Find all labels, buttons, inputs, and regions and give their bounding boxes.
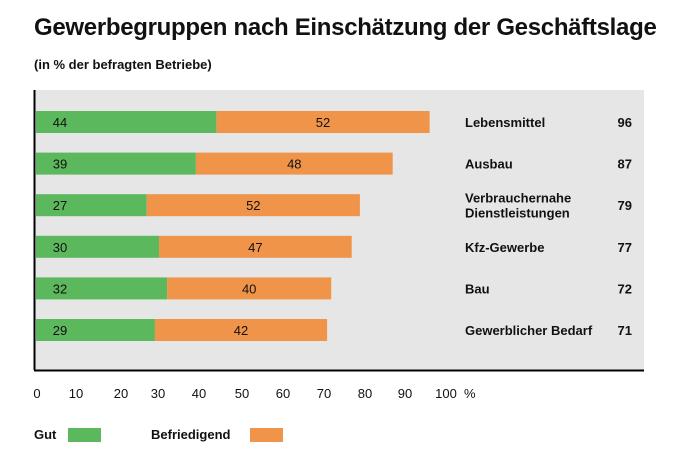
bar-gut-1: [36, 152, 196, 175]
x-tick-label-20: 20: [114, 386, 128, 401]
category-label-4: Bau: [465, 281, 490, 296]
bar-gut-2: [36, 194, 147, 217]
x-tick-label-10: 10: [69, 386, 83, 401]
data-label-befriedigend-0: 52: [316, 115, 330, 130]
bar-befriedigend-1: [195, 152, 393, 175]
chart-title: Gewerbegruppen nach Einschätzung der Ges…: [34, 14, 657, 41]
legend-label-gut: Gut: [34, 427, 57, 442]
total-label-4: 72: [618, 281, 632, 296]
x-unit-label: %: [464, 386, 476, 401]
data-label-gut-0: 44: [53, 115, 67, 130]
bar-gut-5: [36, 319, 155, 341]
data-label-gut-3: 30: [53, 240, 67, 255]
x-tick-label-100: 100: [435, 386, 457, 401]
total-label-5: 71: [618, 323, 632, 338]
data-label-befriedigend-4: 40: [242, 281, 256, 296]
total-label-0: 96: [618, 115, 632, 130]
x-tick-label-30: 30: [151, 386, 165, 401]
legend-label-befriedigend: Befriedigend: [151, 427, 231, 442]
bar-befriedigend-0: [216, 111, 430, 133]
chart-subtitle: (in % der befragten Betriebe): [34, 57, 212, 72]
data-label-gut-2: 27: [53, 198, 67, 213]
total-label-1: 87: [618, 157, 632, 172]
category-label-0: Lebensmittel: [465, 115, 545, 130]
data-label-befriedigend-5: 42: [234, 323, 248, 338]
bar-gut-0: [36, 111, 217, 133]
category-label-2-line-1: Dienstleistungen: [465, 206, 570, 221]
data-label-befriedigend-3: 47: [248, 240, 262, 255]
x-tick-label-0: 0: [33, 386, 40, 401]
x-tick-label-90: 90: [398, 386, 412, 401]
data-label-gut-5: 29: [53, 323, 67, 338]
bar-befriedigend-4: [167, 277, 332, 300]
bar-gut-3: [36, 235, 159, 258]
x-tick-label-70: 70: [317, 386, 331, 401]
category-label-3: Kfz-Gewerbe: [465, 240, 544, 255]
bar-gut-4: [36, 277, 168, 300]
data-label-gut-1: 39: [53, 157, 67, 172]
data-label-befriedigend-2: 52: [246, 198, 260, 213]
category-label-1: Ausbau: [465, 157, 513, 172]
legend-swatch-gut: [68, 428, 101, 442]
data-label-befriedigend-1: 48: [287, 157, 301, 172]
x-tick-label-60: 60: [276, 386, 290, 401]
x-tick-label-80: 80: [358, 386, 372, 401]
category-label-5: Gewerblicher Bedarf: [465, 323, 593, 338]
category-label-2-line-0: Verbrauchernahe: [465, 191, 571, 206]
bar-befriedigend-2: [146, 194, 360, 217]
total-label-2: 79: [618, 198, 632, 213]
bar-befriedigend-5: [154, 319, 328, 341]
bar-befriedigend-3: [159, 235, 352, 258]
x-tick-label-40: 40: [192, 386, 206, 401]
x-tick-label-50: 50: [235, 386, 249, 401]
data-label-gut-4: 32: [53, 281, 67, 296]
total-label-3: 77: [618, 240, 632, 255]
legend-swatch-befriedigend: [250, 428, 283, 442]
